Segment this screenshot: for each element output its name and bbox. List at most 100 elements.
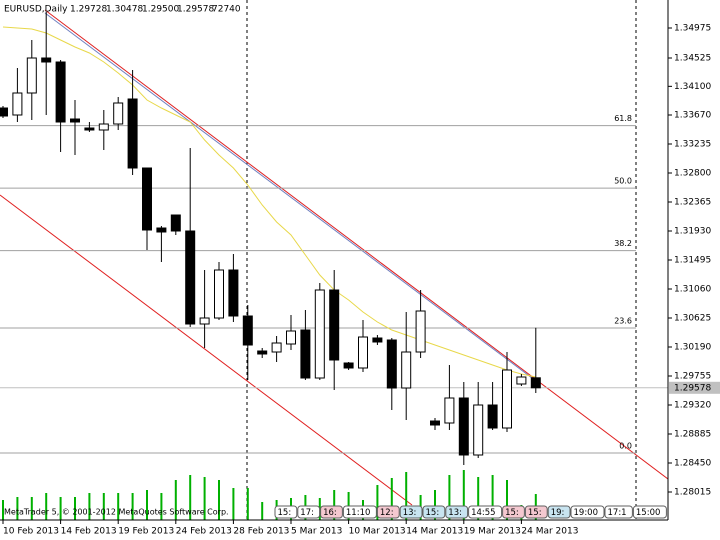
x-tick-label: 24 Mar 2013 (521, 527, 578, 537)
event-box (524, 505, 548, 519)
candle-body (214, 269, 224, 319)
x-tick-label: 28 Feb 2013 (233, 527, 289, 537)
volume-bar (88, 493, 91, 520)
y-tick-label: 1.30190 (674, 343, 711, 353)
volume-bar (261, 502, 264, 520)
candle-body (12, 92, 23, 116)
candle-body (242, 315, 253, 346)
header-symbol: EURUSD,Daily (4, 5, 68, 15)
x-tick-label: 19 Mar 2013 (464, 527, 521, 537)
y-tick-label: 1.33235 (674, 140, 711, 150)
y-tick-label: 1.28015 (674, 488, 711, 498)
candle-body (41, 57, 52, 63)
x-tick-label: 19 Feb 2013 (118, 527, 174, 537)
candle-body (516, 376, 527, 385)
candle-body (343, 362, 354, 369)
trend-line (44, 12, 541, 385)
candle-body (70, 118, 80, 123)
volume-bar (491, 475, 494, 520)
event-label: 19:00 (574, 508, 599, 518)
candle-body (372, 337, 383, 343)
event-box (502, 505, 525, 519)
candle-body (386, 339, 397, 389)
candle-body (271, 342, 282, 353)
copyright: MetaTrader 5, © 2001-2012 MetaQuotes Sof… (4, 508, 229, 517)
header-low: 1.29500 (142, 5, 179, 15)
volume-bar (246, 488, 249, 520)
fib-label: 50.0 (614, 177, 632, 186)
event-box (422, 505, 446, 519)
header-close: 1.29578 (177, 5, 214, 15)
candle-body (185, 230, 196, 325)
candle-body (502, 369, 512, 429)
candle-body (55, 61, 66, 123)
y-tick-label: 1.30625 (674, 314, 711, 324)
candle-body (84, 127, 95, 131)
price-label-box (669, 381, 720, 394)
volume-bar (232, 488, 235, 520)
moving-average (2, 26, 536, 378)
header-high: 1.30478 (106, 5, 143, 15)
trend-line (44, 9, 668, 480)
volume-bar (462, 470, 465, 520)
event-label: 17:1 (608, 508, 627, 518)
candle-body (0, 107, 8, 117)
candle-body (473, 404, 484, 456)
event-box (604, 505, 633, 519)
x-tick-label: 10 Feb 2013 (3, 527, 59, 537)
volume-bar (131, 493, 134, 520)
event-box (342, 505, 377, 519)
event-box (274, 505, 298, 519)
volume-bar (376, 485, 379, 520)
candle-body (26, 57, 37, 94)
volume-bar (448, 475, 451, 520)
event-label: 15: (278, 508, 292, 518)
y-tick-label: 1.28885 (674, 430, 711, 440)
y-tick-label: 1.34525 (674, 54, 711, 64)
volume-bar (102, 493, 105, 520)
volume-bar (477, 477, 480, 520)
y-tick-label: 1.34975 (674, 24, 711, 34)
event-label: 13: (448, 508, 462, 518)
y-tick-label: 1.31060 (674, 285, 711, 295)
candle-body (127, 98, 138, 169)
event-label: 15: (426, 508, 440, 518)
candle-body (300, 329, 311, 379)
volume-bar (390, 478, 393, 520)
y-tick-label: 1.29755 (674, 372, 711, 382)
volume-bar (174, 480, 177, 520)
volume-bar (218, 480, 220, 520)
fib-label: 38.2 (614, 239, 632, 248)
candle-body (113, 102, 124, 125)
y-tick-label: 1.34100 (674, 82, 711, 92)
event-label: 11:10 (346, 508, 371, 518)
volume-bar (59, 497, 62, 520)
y-tick-label: 1.29320 (674, 401, 711, 411)
event-box (632, 505, 667, 519)
candle-body (530, 377, 541, 389)
volume-bar (189, 475, 192, 520)
header-open: 1.29728 (70, 5, 107, 15)
volume-bar (506, 480, 508, 520)
candle-body (401, 351, 412, 389)
volume-bar (405, 472, 408, 520)
candle-body (458, 397, 469, 456)
candle-body (444, 397, 455, 424)
candle-body (314, 289, 325, 379)
candle-body (430, 420, 440, 426)
event-label: 17: (300, 508, 314, 518)
y-tick-label: 1.33670 (674, 111, 711, 121)
x-tick-label: 14 Mar 2013 (406, 527, 463, 537)
y-tick-label: 1.31930 (674, 227, 711, 237)
volume-bar (16, 497, 19, 520)
header-volume: 72740 (212, 5, 241, 15)
x-tick-label: 24 Feb 2013 (176, 527, 232, 537)
event-label: 16: (323, 508, 337, 518)
candle-body (329, 289, 340, 361)
event-box (570, 505, 605, 519)
y-tick-label: 1.31495 (674, 256, 711, 266)
plot-area: 61.8 50.0 38.2 23.6 0.0 (0, 0, 668, 520)
volume-bar (146, 490, 148, 520)
